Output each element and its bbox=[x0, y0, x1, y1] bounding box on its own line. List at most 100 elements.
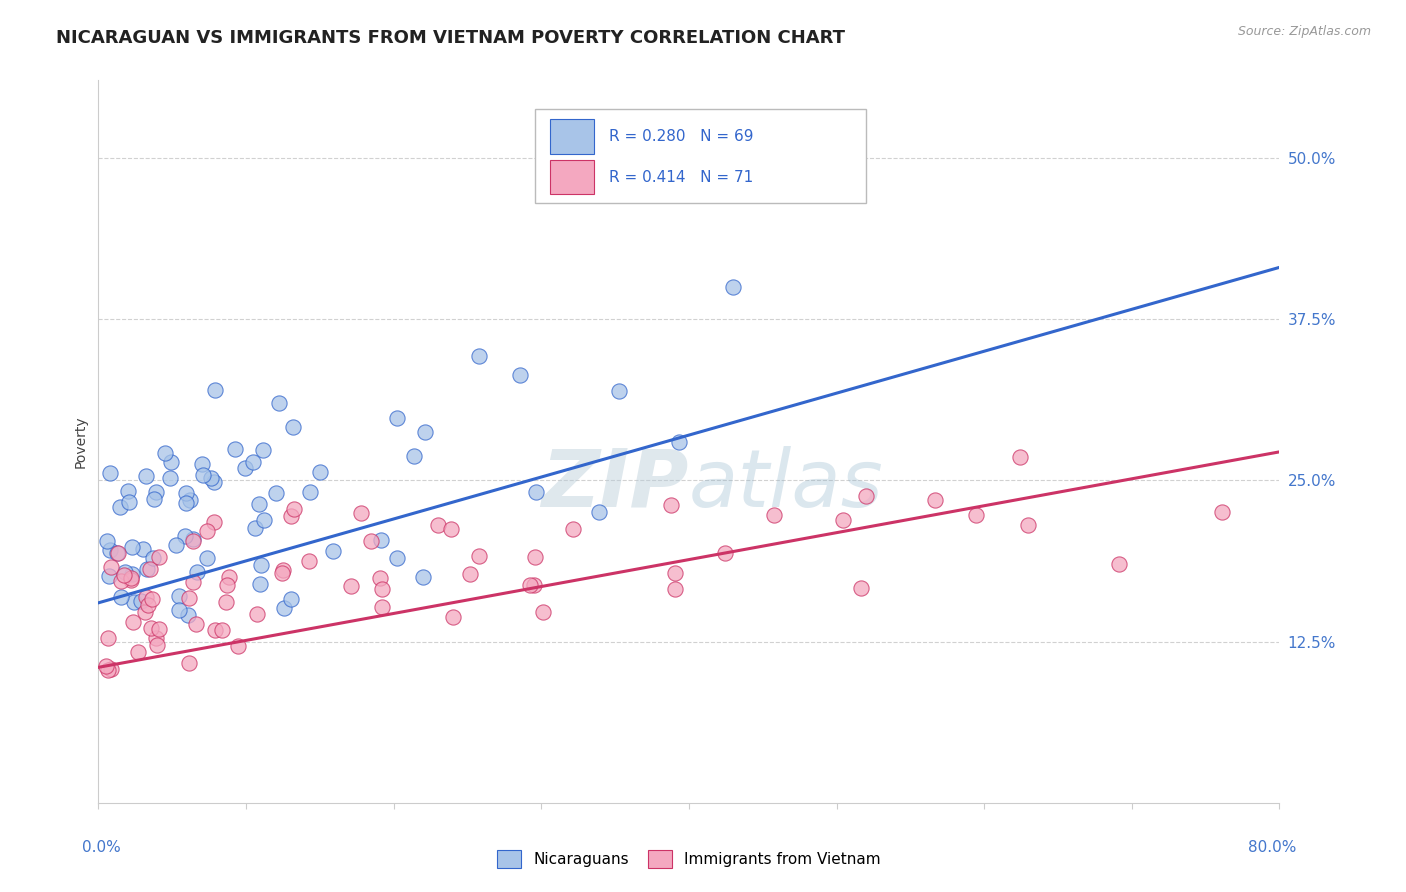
Point bbox=[121, 540, 143, 554]
Point bbox=[100, 662, 122, 676]
Point bbox=[211, 623, 233, 637]
Point bbox=[200, 470, 222, 484]
Point bbox=[440, 522, 463, 536]
Point bbox=[523, 550, 546, 565]
Point bbox=[322, 543, 344, 558]
Point bbox=[360, 534, 382, 549]
Point bbox=[114, 565, 136, 579]
Point bbox=[270, 566, 292, 580]
Point bbox=[264, 486, 287, 500]
Point bbox=[195, 524, 218, 538]
Point bbox=[167, 602, 190, 616]
Point bbox=[371, 582, 394, 596]
Point bbox=[139, 621, 162, 635]
Point bbox=[273, 563, 295, 577]
Point bbox=[129, 594, 152, 608]
Text: atlas: atlas bbox=[689, 446, 884, 524]
Point bbox=[427, 518, 450, 533]
Point bbox=[98, 466, 121, 480]
Point bbox=[108, 500, 131, 515]
Point bbox=[233, 461, 256, 475]
Point bbox=[468, 549, 491, 564]
Point bbox=[145, 638, 167, 652]
Legend: Nicaraguans, Immigrants from Vietnam: Nicaraguans, Immigrants from Vietnam bbox=[491, 844, 887, 873]
Point bbox=[247, 498, 270, 512]
Point bbox=[280, 591, 302, 606]
Point bbox=[280, 509, 302, 524]
Point bbox=[458, 566, 481, 581]
Point bbox=[215, 595, 238, 609]
Point bbox=[855, 490, 877, 504]
Point bbox=[519, 577, 541, 591]
Point bbox=[177, 591, 200, 605]
Point bbox=[159, 471, 181, 485]
Point bbox=[402, 449, 425, 463]
Point bbox=[122, 615, 145, 630]
Point bbox=[714, 546, 737, 560]
Point bbox=[110, 590, 132, 604]
Point bbox=[226, 639, 249, 653]
Point bbox=[204, 623, 226, 637]
Point bbox=[413, 425, 436, 439]
Point bbox=[118, 495, 141, 509]
Point bbox=[98, 543, 121, 558]
Point bbox=[283, 501, 305, 516]
Point bbox=[112, 568, 135, 582]
Point bbox=[181, 533, 204, 548]
Point bbox=[110, 574, 132, 589]
Point bbox=[965, 508, 987, 522]
Point bbox=[299, 484, 322, 499]
Point bbox=[191, 468, 214, 483]
Point bbox=[100, 560, 122, 574]
Point bbox=[139, 561, 162, 575]
Point bbox=[145, 484, 167, 499]
Point bbox=[387, 410, 409, 425]
Point bbox=[924, 492, 946, 507]
FancyBboxPatch shape bbox=[536, 109, 866, 203]
Point bbox=[831, 513, 853, 527]
Text: NICARAGUAN VS IMMIGRANTS FROM VIETNAM POVERTY CORRELATION CHART: NICARAGUAN VS IMMIGRANTS FROM VIETNAM PO… bbox=[56, 29, 845, 46]
Point bbox=[169, 589, 191, 603]
Point bbox=[202, 475, 225, 489]
Point bbox=[249, 577, 271, 591]
Point bbox=[523, 577, 546, 591]
Point bbox=[385, 550, 408, 565]
Point bbox=[191, 457, 214, 471]
Point bbox=[309, 465, 332, 479]
Point bbox=[135, 468, 157, 483]
Point bbox=[468, 349, 491, 363]
Point bbox=[224, 442, 246, 456]
Text: ZIP: ZIP bbox=[541, 446, 689, 524]
Point bbox=[134, 605, 156, 619]
Point bbox=[1211, 505, 1233, 519]
Point bbox=[763, 508, 786, 523]
Point bbox=[561, 522, 583, 536]
Point bbox=[588, 505, 610, 519]
Point bbox=[339, 579, 361, 593]
Text: R = 0.280   N = 69: R = 0.280 N = 69 bbox=[609, 129, 754, 145]
Point bbox=[242, 455, 264, 469]
Point bbox=[97, 663, 120, 677]
Point bbox=[218, 570, 240, 584]
Point bbox=[117, 483, 139, 498]
Point bbox=[252, 443, 274, 458]
Point bbox=[132, 542, 155, 557]
Point bbox=[371, 600, 394, 615]
Point bbox=[122, 595, 145, 609]
Point bbox=[155, 445, 177, 459]
Point bbox=[96, 534, 118, 549]
Point bbox=[281, 420, 304, 434]
Point bbox=[531, 605, 554, 619]
Point bbox=[273, 600, 295, 615]
Point bbox=[723, 279, 745, 293]
Point bbox=[350, 506, 373, 520]
Point bbox=[1018, 518, 1040, 533]
Point bbox=[849, 582, 872, 596]
Point bbox=[215, 577, 238, 591]
Point bbox=[181, 574, 204, 589]
Point bbox=[181, 532, 204, 546]
Point bbox=[246, 607, 269, 622]
Point bbox=[204, 383, 226, 397]
Point bbox=[509, 368, 531, 383]
Point bbox=[664, 582, 686, 597]
